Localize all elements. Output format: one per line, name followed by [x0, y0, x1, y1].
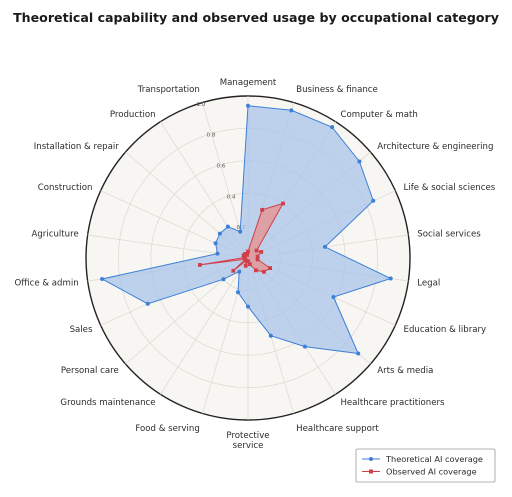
category-label: Agriculture	[31, 230, 78, 240]
category-label: Food & serving	[135, 424, 199, 434]
category-label: Construction	[38, 183, 93, 193]
radial-tick-label: 0.8	[206, 133, 215, 139]
data-point-observed	[243, 263, 248, 268]
data-point-theoretical	[225, 224, 230, 229]
category-label: Sales	[70, 325, 93, 335]
data-point-theoretical	[331, 295, 336, 300]
category-label: Protective service	[226, 431, 269, 451]
data-point-theoretical	[356, 351, 361, 356]
data-point-observed	[253, 268, 258, 273]
data-point-observed	[197, 263, 202, 267]
data-point-observed	[245, 252, 249, 257]
legend-marker	[369, 457, 373, 461]
chart-title: Theoretical capability and observed usag…	[13, 10, 499, 25]
category-label: Healthcare practitioners	[340, 398, 445, 408]
data-point-theoretical	[371, 198, 376, 203]
data-point-theoretical	[221, 277, 226, 282]
data-point-observed	[260, 207, 265, 212]
data-point-theoretical	[302, 344, 307, 349]
data-point-theoretical	[215, 251, 220, 256]
category-label: Life & social sciences	[404, 183, 496, 193]
data-point-observed	[247, 262, 252, 267]
data-point-theoretical	[237, 269, 242, 274]
data-point-theoretical	[238, 229, 243, 234]
category-label: Production	[110, 110, 156, 120]
category-label: Healthcare support	[296, 424, 379, 434]
data-point-theoretical	[357, 159, 362, 164]
category-label: Social services	[417, 230, 481, 240]
data-point-theoretical	[388, 276, 393, 281]
category-label: Grounds maintenance	[60, 398, 155, 408]
data-point-observed	[255, 254, 260, 259]
category-label: Legal	[417, 278, 440, 288]
data-point-theoretical	[289, 108, 294, 113]
legend-marker	[369, 469, 373, 474]
legend-label: Theoretical AI coverage	[385, 454, 483, 464]
category-label: Transportation	[137, 85, 200, 95]
data-point-observed	[255, 257, 260, 262]
category-label: Installation & repair	[34, 142, 120, 152]
data-point-observed	[281, 201, 285, 206]
radial-tick-label: 0.6	[217, 164, 226, 170]
radial-tick-label: 1.0	[196, 102, 205, 108]
data-point-theoretical	[235, 290, 240, 295]
data-point-theoretical	[246, 103, 250, 108]
data-point-observed	[246, 249, 250, 254]
data-point-theoretical	[268, 333, 273, 338]
category-label: Education & library	[404, 325, 487, 335]
category-label: Business & finance	[296, 85, 378, 95]
category-label: Management	[220, 78, 277, 88]
data-point-observed	[268, 266, 273, 270]
legend-box	[355, 448, 496, 483]
data-point-theoretical	[322, 244, 327, 249]
radial-tick-label: 0.4	[227, 194, 236, 200]
legend-label: Observed AI coverage	[386, 467, 477, 477]
category-label: Personal care	[61, 366, 119, 376]
data-point-theoretical	[145, 301, 150, 306]
data-point-observed	[262, 269, 266, 274]
data-point-observed	[254, 248, 259, 253]
category-label: Office & admin	[15, 278, 79, 288]
data-point-theoretical	[246, 304, 250, 309]
grid-spoke	[160, 257, 249, 395]
data-point-observed	[259, 250, 264, 254]
category-label: Computer & math	[340, 110, 417, 120]
data-point-observed	[231, 268, 236, 273]
data-point-theoretical	[213, 241, 218, 246]
category-label: Arts & media	[377, 366, 433, 376]
category-label: Architecture & engineering	[377, 142, 493, 152]
data-point-theoretical	[217, 231, 222, 236]
data-point-theoretical	[100, 276, 105, 281]
data-point-theoretical	[330, 125, 335, 130]
